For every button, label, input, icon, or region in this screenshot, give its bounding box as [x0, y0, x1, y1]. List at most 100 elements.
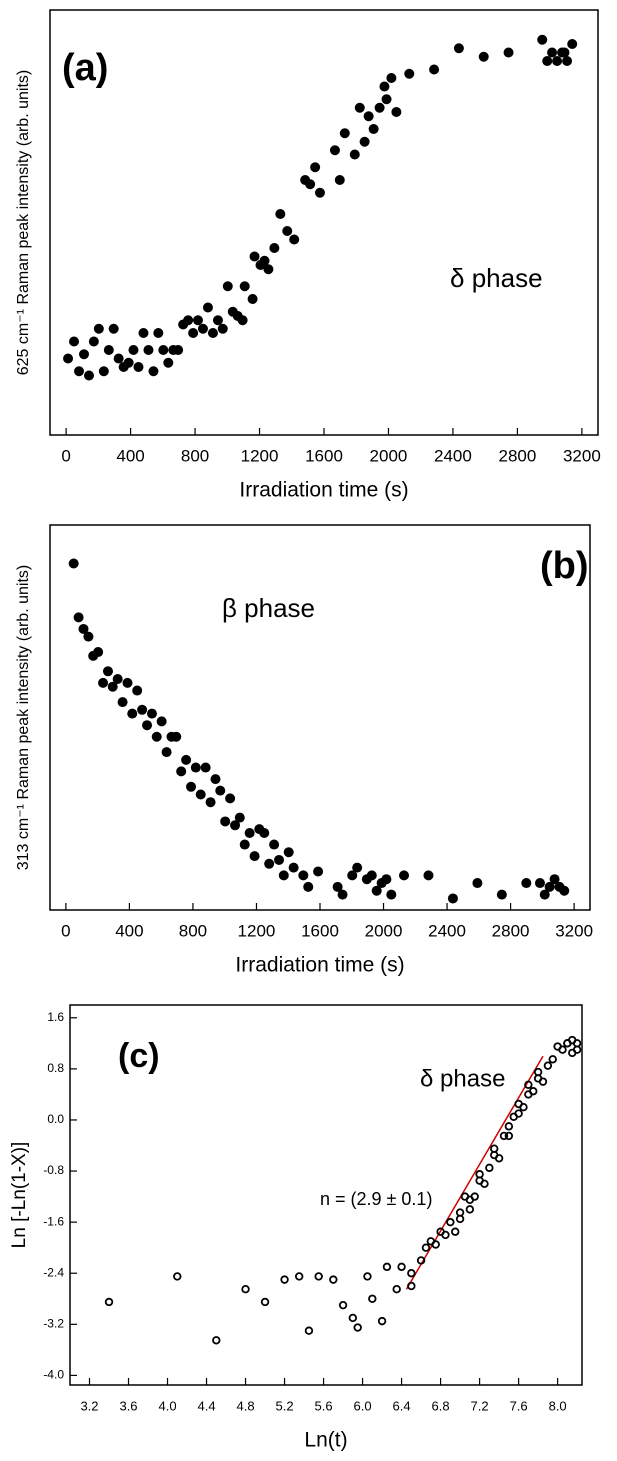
data-point	[514, 1109, 523, 1118]
x-axis-label: Irradiation time (s)	[239, 479, 408, 502]
data-point	[283, 847, 294, 858]
data-point	[220, 816, 231, 827]
x-tick-label: 3200	[555, 921, 593, 940]
data-point	[237, 315, 248, 326]
data-point	[210, 774, 221, 785]
data-point	[386, 73, 397, 83]
data-point	[143, 345, 154, 355]
x-tick-label: 800	[181, 446, 209, 465]
data-point	[349, 149, 360, 160]
data-point	[329, 145, 340, 156]
x-tick-label: 2000	[370, 446, 408, 465]
data-point	[132, 685, 143, 696]
y-tick-label: 1.6	[47, 1010, 64, 1024]
data-point	[524, 1080, 533, 1090]
data-point	[259, 828, 270, 838]
data-point	[84, 370, 95, 381]
x-tick-label: 0	[61, 921, 70, 940]
data-point	[93, 323, 104, 334]
data-point	[547, 47, 558, 58]
x-tick-label: 400	[115, 921, 143, 940]
x-tick-label: 1600	[305, 446, 343, 465]
y-axis-label: 625 cm⁻¹ Raman peak intensity (arb. unit…	[15, 70, 32, 375]
data-point	[562, 56, 573, 66]
x-tick-label: 7.2	[471, 1398, 489, 1413]
data-point	[496, 889, 507, 900]
data-point	[186, 781, 197, 792]
x-tick-label: 6.8	[432, 1398, 450, 1413]
data-point	[451, 1227, 460, 1236]
data-point	[572, 1039, 582, 1048]
data-point	[239, 839, 250, 850]
data-point	[465, 1205, 475, 1214]
data-point	[200, 762, 211, 773]
data-point	[534, 878, 545, 889]
data-point	[567, 39, 578, 49]
data-point	[404, 68, 415, 79]
y-tick-label: -3.2	[43, 1316, 64, 1330]
data-point	[334, 175, 345, 185]
data-point	[202, 302, 213, 313]
data-point	[260, 1297, 270, 1307]
x-tick-label: 2400	[434, 446, 472, 465]
data-point	[163, 357, 174, 368]
data-point	[156, 716, 167, 727]
data-point	[217, 323, 228, 334]
data-point	[549, 874, 560, 885]
x-tick-label: 2400	[428, 921, 466, 940]
data-point	[472, 878, 483, 889]
data-point	[138, 328, 149, 338]
x-tick-label: 3.6	[119, 1398, 137, 1413]
x-axis-label: Irradiation time (s)	[235, 954, 404, 977]
data-point	[123, 357, 134, 368]
data-point	[359, 136, 370, 147]
data-point	[366, 870, 377, 881]
data-point	[74, 366, 85, 377]
data-point	[298, 870, 309, 881]
data-point	[173, 1272, 182, 1281]
data-point	[133, 362, 144, 372]
data-point	[558, 1045, 567, 1054]
x-tick-label: 1200	[241, 446, 279, 465]
data-point	[381, 874, 392, 885]
data-point	[269, 839, 280, 850]
y-tick-label: -0.8	[43, 1163, 64, 1177]
data-point	[475, 1170, 484, 1179]
data-point	[294, 1272, 304, 1281]
data-point	[407, 1281, 416, 1291]
data-point	[249, 851, 260, 862]
data-point	[453, 43, 464, 54]
data-point	[538, 1077, 548, 1086]
data-point	[392, 1285, 401, 1294]
data-point	[127, 708, 138, 719]
data-point	[381, 94, 392, 105]
data-point	[249, 251, 260, 262]
data-point	[212, 1336, 221, 1345]
data-point	[158, 345, 169, 355]
data-point	[485, 1163, 494, 1173]
data-point	[259, 255, 270, 266]
annotation: δ phase	[450, 263, 543, 293]
data-point	[148, 366, 159, 377]
data-point	[112, 674, 123, 684]
data-point	[519, 1102, 528, 1112]
data-point	[73, 612, 84, 623]
x-tick-label: 3200	[563, 446, 601, 465]
data-point	[314, 1272, 323, 1281]
data-point	[98, 677, 109, 688]
x-tick-label: 400	[116, 446, 144, 465]
x-tick-label: 4.0	[158, 1398, 176, 1413]
data-point	[416, 1256, 426, 1265]
data-point	[69, 336, 80, 347]
data-point	[539, 889, 550, 900]
data-point	[230, 820, 241, 831]
data-point	[107, 681, 118, 692]
x-tick-label: 2800	[498, 446, 536, 465]
data-point	[113, 353, 124, 364]
x-tick-label: 1600	[301, 921, 339, 940]
x-tick-label: 8.0	[549, 1398, 567, 1413]
data-point	[521, 878, 532, 889]
data-point	[504, 1131, 514, 1141]
data-point	[103, 345, 114, 355]
data-point	[499, 1131, 509, 1141]
